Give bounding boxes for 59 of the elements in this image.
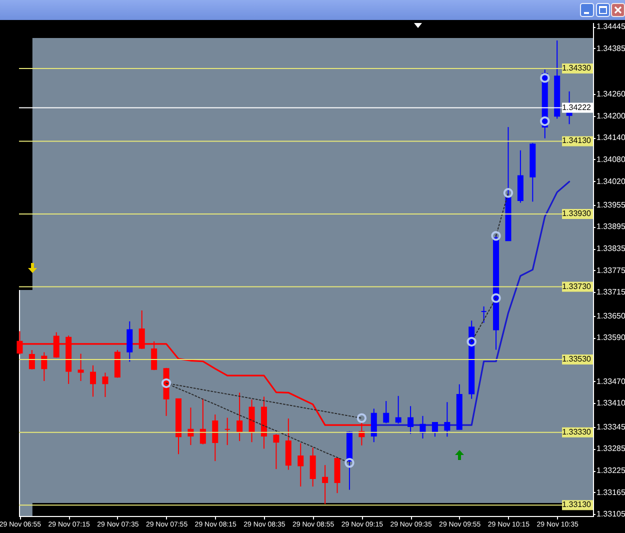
y-tick-label: 1.33165 — [596, 488, 625, 497]
candlestick — [28, 350, 35, 370]
candlestick — [200, 398, 206, 445]
y-tick-label: 1.33955 — [596, 200, 625, 210]
candlestick — [480, 306, 487, 324]
y-tick-label: 1.34200 — [596, 111, 625, 120]
y-tick-label: 1.33345 — [596, 422, 625, 432]
ref-line-label: 1.34130 — [562, 136, 592, 146]
y-tick-label: 1.33650 — [596, 311, 625, 320]
point — [466, 336, 476, 347]
y-tick-label: 1.33895 — [596, 222, 625, 232]
ref-line-label: 1.33530 — [562, 354, 592, 364]
candlestick — [236, 392, 243, 442]
ref-line-label: 1.33330 — [562, 427, 592, 436]
y-tick-label: 1.34020 — [596, 176, 625, 186]
candlestick — [310, 447, 316, 488]
candlestick — [273, 434, 280, 470]
ref-line-label: 1.34330 — [562, 63, 592, 72]
candlestick — [298, 442, 304, 488]
ref-line-label: 1.34222 — [562, 102, 592, 112]
y-tick-label: 1.33225 — [596, 466, 625, 476]
y-tick-label: 1.33285 — [596, 444, 625, 454]
y-tick-label: 1.33835 — [596, 244, 625, 254]
ref-line-label: 1.33730 — [562, 282, 592, 291]
candlestick — [78, 353, 84, 382]
candlestick — [41, 352, 48, 382]
point — [356, 413, 367, 423]
ref-line-label: 1.33930 — [562, 209, 592, 218]
point — [540, 73, 550, 83]
y-tick-label: 1.34260 — [596, 89, 625, 98]
candlestick — [395, 395, 402, 424]
point — [540, 116, 550, 126]
point — [491, 230, 501, 241]
candlestick — [102, 372, 108, 398]
y-tick-label: 1.33715 — [596, 288, 625, 297]
y-tick-label: 1.33775 — [596, 266, 625, 275]
y-tick-label: 1.33590 — [596, 333, 625, 342]
candlestick — [408, 406, 414, 434]
candlestick — [432, 422, 438, 438]
point — [344, 458, 354, 468]
ref-line-label: 1.33130 — [562, 500, 592, 510]
y-tick-label: 1.34140 — [596, 133, 625, 142]
candlestick — [444, 402, 450, 438]
y-tick-label: 1.34445 — [596, 22, 625, 32]
candlestick — [212, 414, 218, 462]
y-tick-label: 1.33470 — [596, 376, 625, 386]
candlestick — [224, 417, 230, 446]
y-tick-label: 1.34385 — [596, 44, 625, 53]
point — [161, 378, 172, 388]
y-tick-label: 1.34080 — [596, 154, 625, 164]
y-tick-label: 1.33105 — [596, 510, 625, 519]
point — [491, 293, 501, 303]
y-tick-label: 1.33410 — [596, 398, 625, 408]
candlestick — [322, 464, 328, 504]
candlestick — [370, 408, 377, 443]
candlestick — [383, 400, 390, 424]
candlestick — [90, 364, 96, 398]
point — [503, 188, 514, 198]
candlestick — [126, 320, 133, 362]
